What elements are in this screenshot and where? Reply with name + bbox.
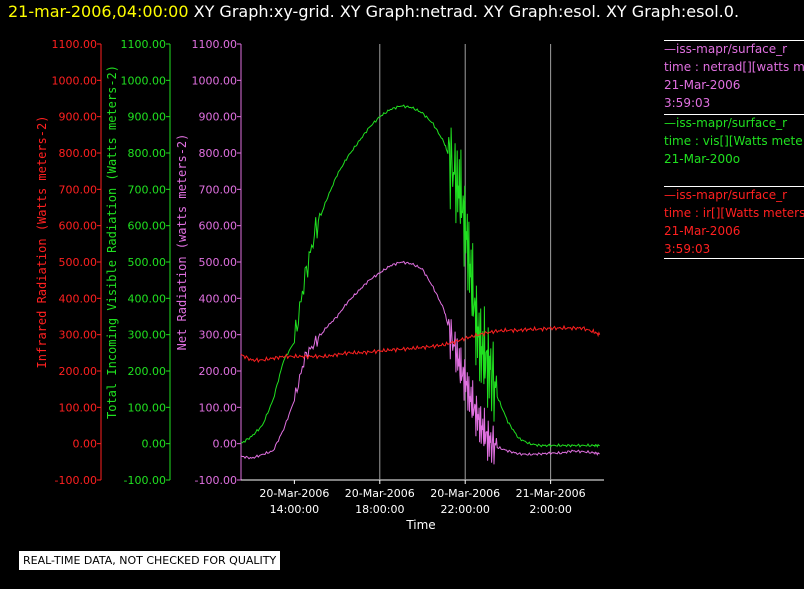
- legend-separator: [664, 258, 804, 259]
- ir-axis-tick-label: 900.00: [59, 111, 98, 124]
- legend-line2: time : ir[][Watts meters: [664, 206, 804, 220]
- legend-line1: —iss-mapr/surface_r: [664, 42, 788, 56]
- net-axis-tick-label: 700.00: [199, 183, 238, 196]
- x-tick-time: 14:00:00: [270, 503, 319, 516]
- x-axis-title: Time: [405, 518, 435, 532]
- header-timestamp: 21-mar-2006,04:00:00: [8, 2, 189, 21]
- vis-axis-tick-label: 800.00: [128, 147, 167, 160]
- net-axis-tick-label: 600.00: [199, 220, 238, 233]
- ir-axis-tick-label: -100.00: [55, 474, 97, 487]
- ir-series-line: [240, 324, 601, 363]
- ir-axis-tick-label: 100.00: [59, 401, 98, 414]
- net-axis-tick-label: 300.00: [199, 329, 238, 342]
- legend-line3: 21-Mar-200o: [664, 152, 741, 166]
- legend-line1: —iss-mapr/surface_r: [664, 188, 788, 202]
- x-tick-date: 21-Mar-2006: [516, 487, 586, 500]
- ir-axis-tick-label: 1000.00: [52, 74, 98, 87]
- vis-axis-title: Total Incoming Visible Radiation (Watts …: [105, 65, 119, 419]
- legend-line2: time : netrad[][watts m: [664, 60, 804, 74]
- net-axis-tick-label: 900.00: [199, 111, 238, 124]
- x-tick-date: 20-Mar-2006: [259, 487, 329, 500]
- chart-header: 21-mar-2006,04:00:00 XY Graph:xy-grid. X…: [8, 2, 739, 21]
- x-tick-time: 2:00:00: [529, 503, 571, 516]
- net-series-line: [240, 260, 600, 465]
- vis-axis-tick-label: 900.00: [128, 111, 167, 124]
- ir-axis-tick-label: 200.00: [59, 365, 98, 378]
- vis-axis-tick-label: 400.00: [128, 292, 167, 305]
- ir-axis-tick-label: 700.00: [59, 183, 98, 196]
- net-axis-tick-label: 500.00: [199, 256, 238, 269]
- net-axis-tick-label: 400.00: [199, 292, 238, 305]
- net-axis-tick-label: 0.00: [213, 438, 238, 451]
- legend-line3: 21-Mar-2006: [664, 224, 741, 238]
- vis-axis-tick-label: 1100.00: [121, 38, 167, 51]
- vis-axis-tick-label: 500.00: [128, 256, 167, 269]
- vis-axis-tick-label: 200.00: [128, 365, 167, 378]
- ir-axis-tick-label: 600.00: [59, 220, 98, 233]
- legend-separator: [664, 40, 804, 41]
- vis-axis-tick-label: 300.00: [128, 329, 167, 342]
- ir-axis-tick-label: 800.00: [59, 147, 98, 160]
- ir-axis-tick-label: 500.00: [59, 256, 98, 269]
- vis-series-line: [240, 104, 600, 448]
- net-axis-tick-label: 100.00: [199, 401, 238, 414]
- x-tick-time: 18:00:00: [355, 503, 404, 516]
- net-axis-tick-label: 1100.00: [192, 38, 238, 51]
- ir-axis-tick-label: 300.00: [59, 329, 98, 342]
- ir-axis-tick-label: 400.00: [59, 292, 98, 305]
- legend-separator: [664, 186, 804, 187]
- net-axis-tick-label: -100.00: [195, 474, 237, 487]
- header-graph-list: XY Graph:xy-grid. XY Graph:netrad. XY Gr…: [193, 2, 740, 21]
- ir-axis-tick-label: 1100.00: [52, 38, 98, 51]
- net-axis-tick-label: 800.00: [199, 147, 238, 160]
- legend-line2: time : vis[][Watts mete: [664, 134, 803, 148]
- net-axis-tick-label: 200.00: [199, 365, 238, 378]
- vis-axis-tick-label: 100.00: [128, 401, 167, 414]
- ir-axis-tick-label: 0.00: [73, 438, 98, 451]
- legend-line4: 3:59:03: [664, 242, 711, 256]
- net-axis-title: Net Radiation (watts meters-2): [175, 134, 189, 351]
- x-tick-time: 22:00:00: [441, 503, 490, 516]
- net-axis-tick-label: 1000.00: [192, 74, 238, 87]
- legend-separator: [664, 114, 804, 115]
- x-tick-date: 20-Mar-2006: [345, 487, 415, 500]
- ir-axis-title: Infrared Radiation (Watts meters-2): [35, 116, 49, 369]
- vis-axis-tick-label: 0.00: [142, 438, 167, 451]
- vis-axis-tick-label: -100.00: [124, 474, 166, 487]
- legend-line4: 3:59:03: [664, 96, 711, 110]
- vis-axis-tick-label: 1000.00: [121, 74, 167, 87]
- legend-line4: [664, 168, 804, 186]
- legend-line3: 21-Mar-2006: [664, 78, 741, 92]
- x-tick-date: 20-Mar-2006: [430, 487, 500, 500]
- quality-notice: REAL-TIME DATA, NOT CHECKED FOR QUALITY: [19, 551, 281, 570]
- vis-axis-tick-label: 700.00: [128, 183, 167, 196]
- vis-axis-tick-label: 600.00: [128, 220, 167, 233]
- legend-line1: —iss-mapr/surface_r: [664, 116, 788, 130]
